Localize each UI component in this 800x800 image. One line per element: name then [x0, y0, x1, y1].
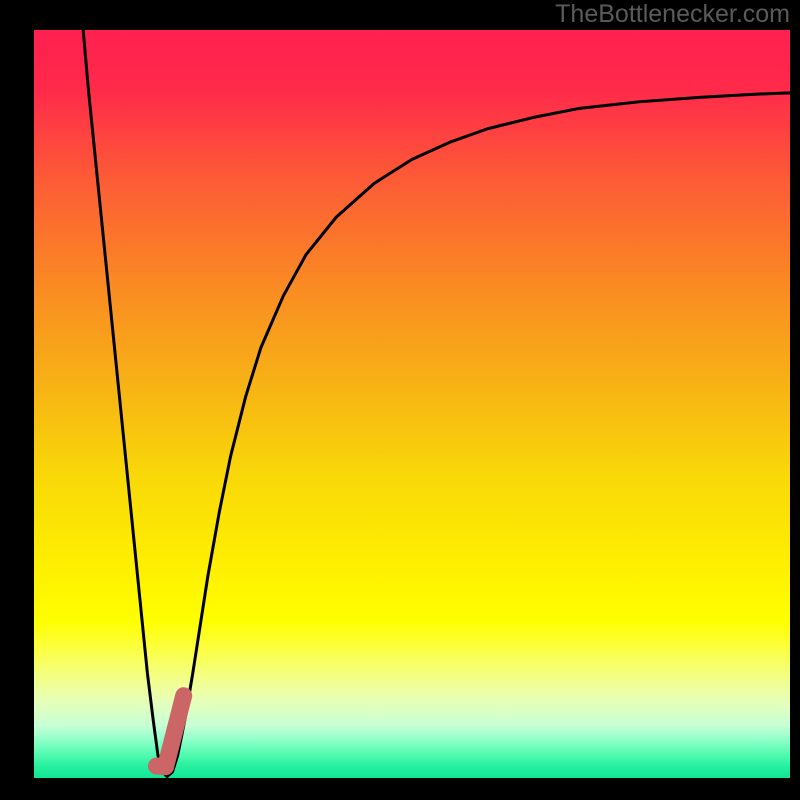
- chart-marker-curve: [156, 696, 183, 767]
- watermark-text: TheBottlenecker.com: [555, 0, 790, 29]
- chart-plot-area: [34, 30, 790, 778]
- chart-curve-layer: [34, 30, 790, 778]
- chart-bottleneck-curve: [83, 30, 790, 777]
